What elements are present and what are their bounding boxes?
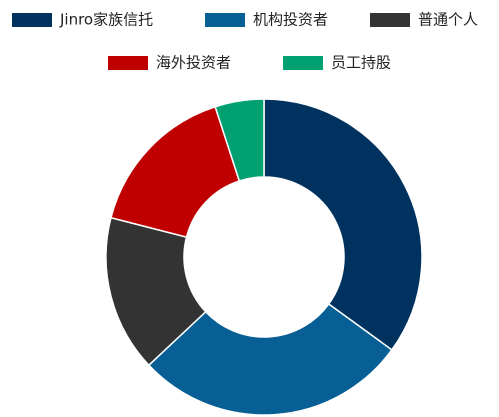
donut-slice xyxy=(105,216,207,367)
legend-swatch xyxy=(205,13,245,27)
legend-swatch xyxy=(370,13,410,27)
donut-slice xyxy=(110,105,241,239)
legend-label: 海外投资者 xyxy=(156,54,231,72)
legend-swatch xyxy=(108,56,148,70)
legend-swatch xyxy=(283,56,323,70)
legend-label: 员工持股 xyxy=(331,54,391,72)
legend-label: 机构投资者 xyxy=(253,11,328,29)
donut-slice xyxy=(147,302,393,416)
legend-label: Jinro家族信托 xyxy=(59,11,153,29)
donut-slice xyxy=(263,98,423,351)
legend-label: 普通个人 xyxy=(418,11,478,29)
legend-swatch xyxy=(12,13,52,27)
donut-slice xyxy=(214,98,265,182)
